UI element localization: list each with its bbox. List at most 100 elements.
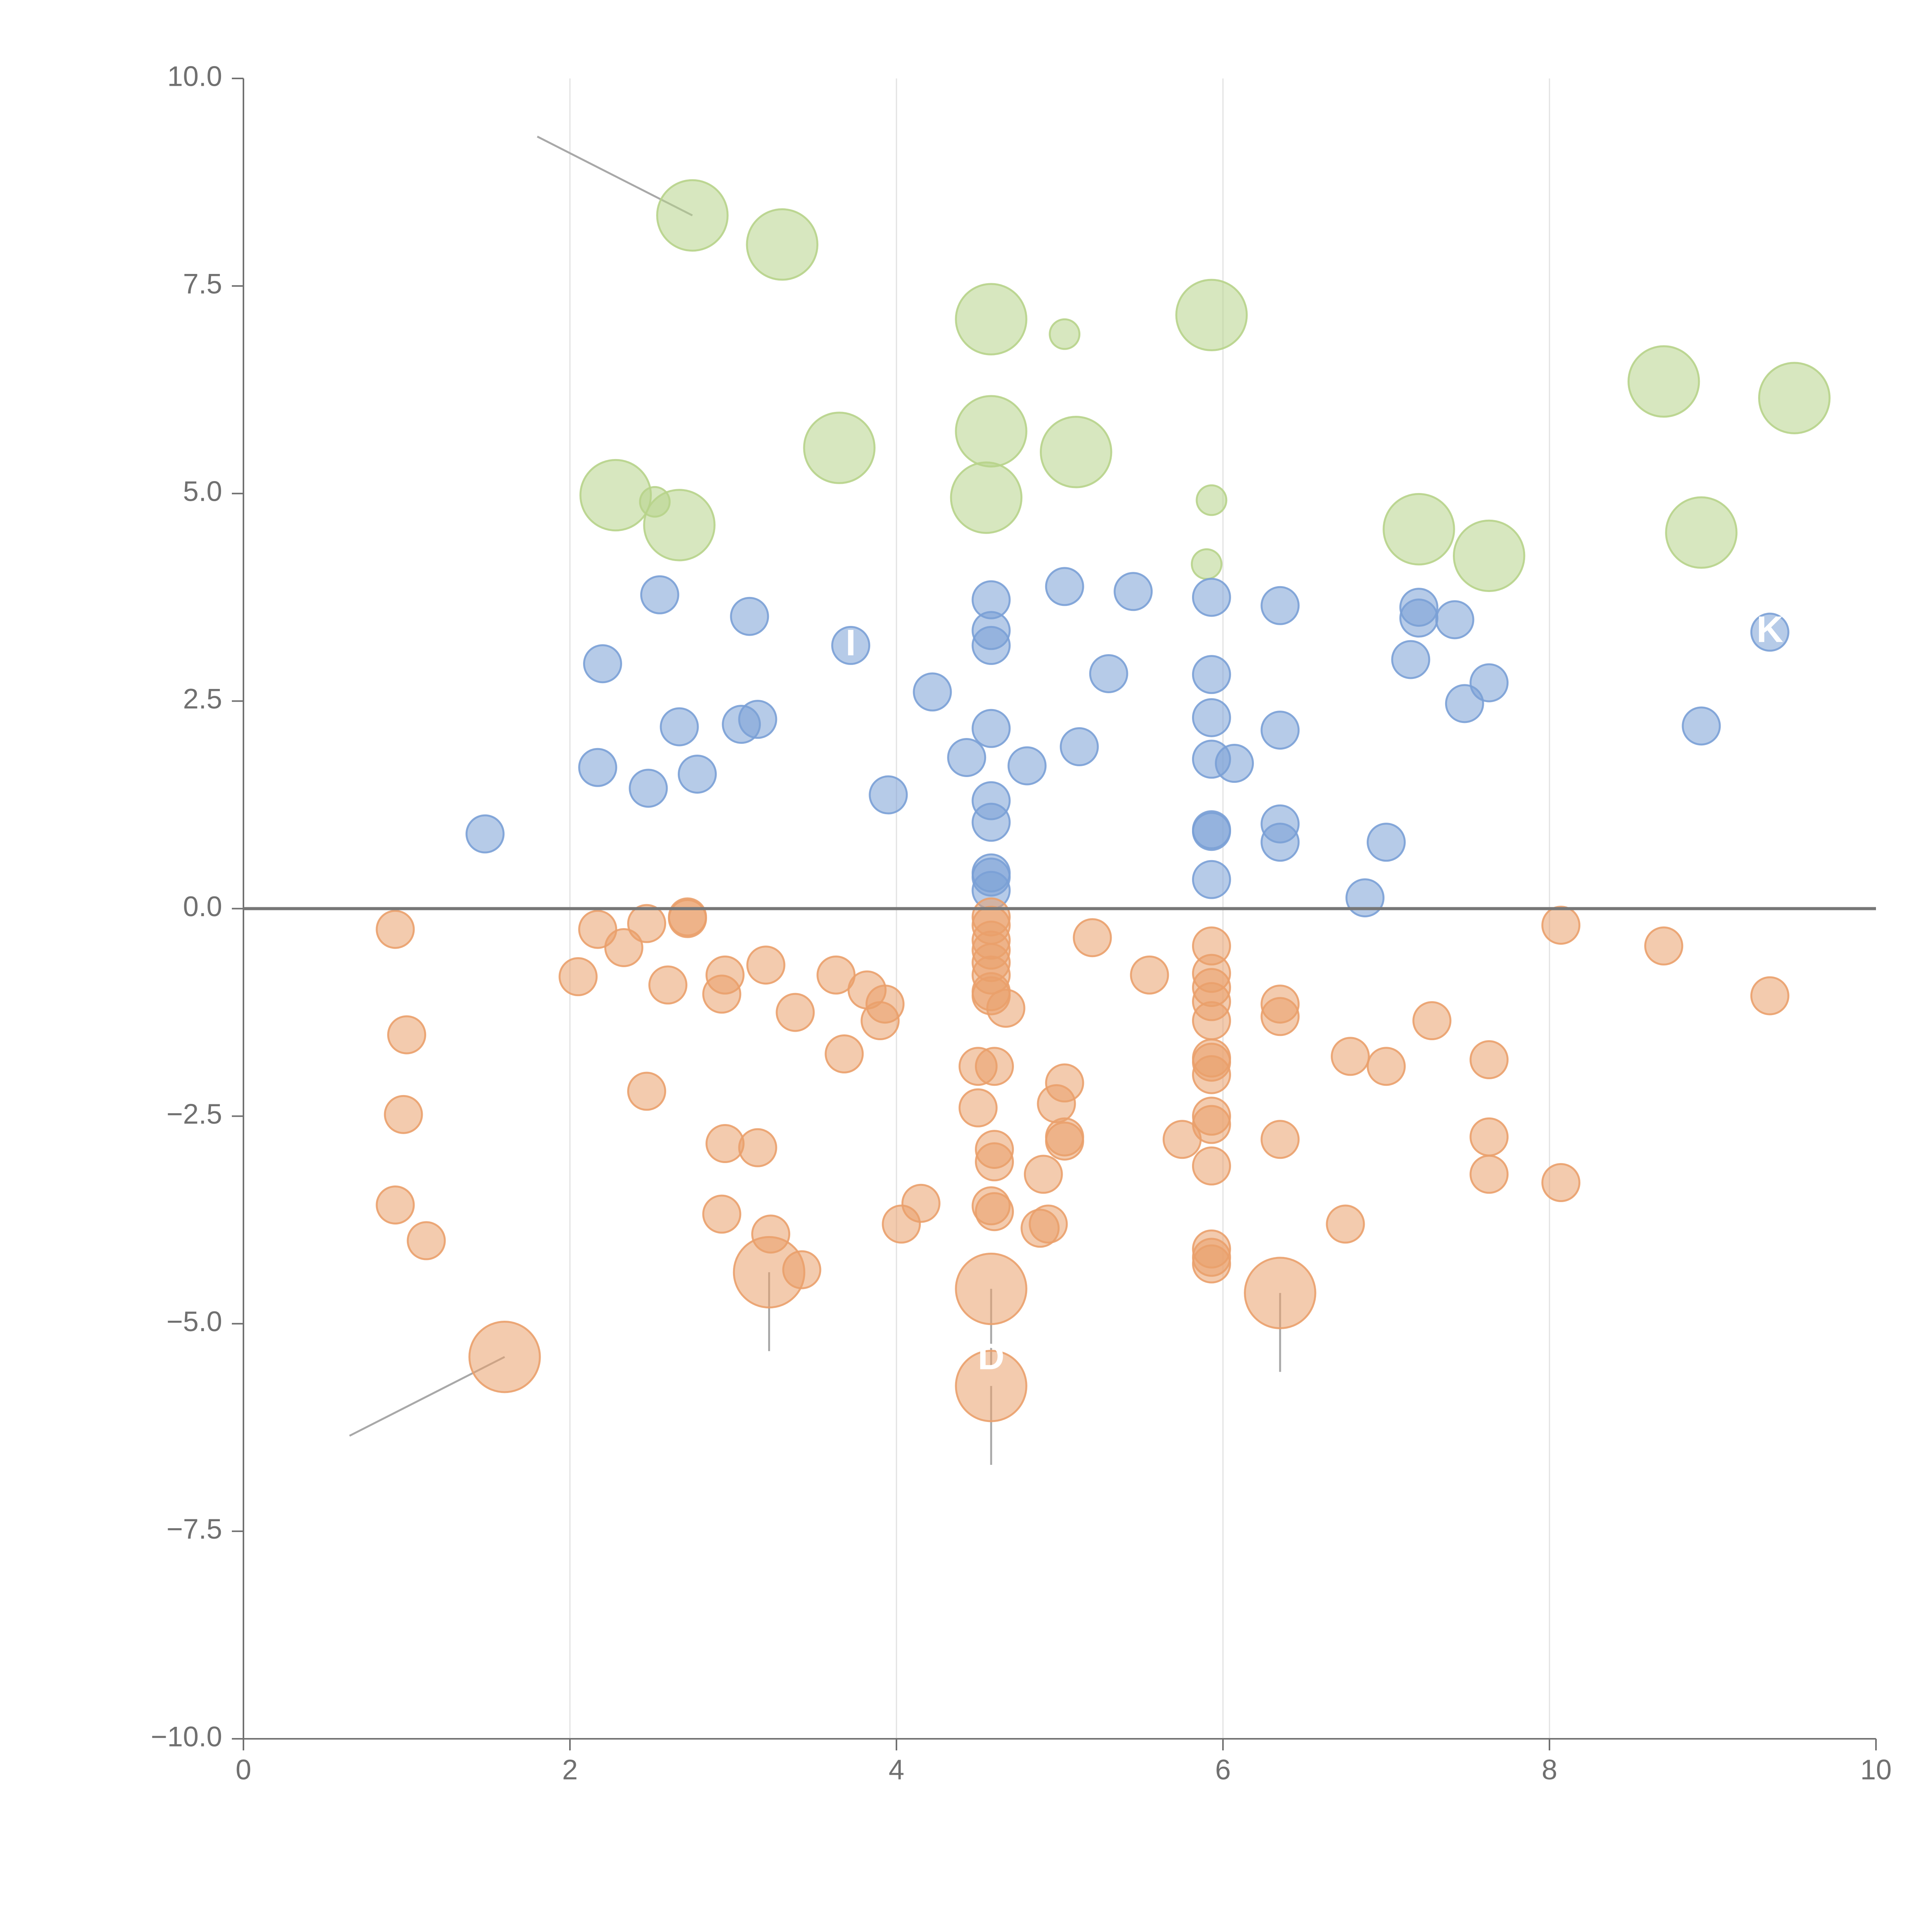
data-point	[1037, 1084, 1076, 1123]
y-tick-label: −7.5	[167, 1514, 222, 1545]
data-point	[468, 1320, 541, 1393]
data-point	[1435, 600, 1475, 639]
data-point	[640, 575, 679, 614]
data-point	[558, 957, 598, 997]
data-point	[1192, 1055, 1231, 1094]
data-point	[660, 707, 699, 747]
data-point	[913, 672, 952, 712]
data-point	[1260, 823, 1300, 862]
data-point	[1644, 926, 1684, 966]
data-point	[1383, 493, 1455, 566]
data-point	[971, 709, 1011, 748]
y-tick-label: −5.0	[167, 1306, 222, 1337]
data-point	[1469, 663, 1509, 702]
data-point	[579, 459, 652, 532]
data-point	[627, 1071, 667, 1111]
data-point	[1367, 823, 1406, 862]
x-tick-label: 0	[236, 1754, 252, 1786]
data-point	[947, 738, 986, 777]
data-point	[1452, 519, 1526, 592]
data-point	[1190, 548, 1223, 580]
data-point	[604, 928, 643, 967]
data-point	[831, 626, 871, 665]
data-point	[1196, 484, 1228, 516]
data-point	[869, 775, 908, 815]
data-point	[1045, 567, 1084, 606]
data-point	[825, 1034, 864, 1073]
data-point	[1665, 496, 1738, 569]
data-point	[384, 1095, 423, 1134]
x-tick-label: 10	[1860, 1754, 1891, 1786]
data-point	[1192, 860, 1231, 899]
data-point	[1049, 318, 1081, 350]
data-point	[1367, 1047, 1406, 1086]
data-point	[1192, 1105, 1231, 1144]
data-point	[1260, 997, 1300, 1036]
data-point	[975, 1192, 1014, 1231]
data-point	[958, 1088, 998, 1128]
data-point	[406, 1221, 446, 1260]
data-point	[1192, 812, 1231, 851]
data-point	[738, 1128, 777, 1167]
data-point	[955, 1350, 1027, 1422]
point-annotation: I	[845, 622, 856, 663]
x-tick-label: 6	[1215, 1754, 1231, 1786]
point-annotation: -	[1739, 366, 1752, 408]
y-tick-label: 10.0	[167, 61, 222, 92]
y-tick-label: 7.5	[183, 268, 222, 299]
data-point	[1260, 711, 1300, 750]
data-point	[950, 461, 1023, 534]
data-point	[1628, 345, 1700, 418]
data-point	[975, 1047, 1014, 1086]
data-point	[1073, 918, 1112, 957]
data-point	[1331, 1037, 1370, 1076]
data-point	[1469, 1040, 1509, 1080]
data-point	[465, 814, 505, 854]
data-point	[578, 748, 617, 787]
data-point	[1192, 1146, 1231, 1186]
annotation-layer: K I D -	[845, 366, 1783, 1377]
data-point	[583, 644, 622, 684]
data-point	[1029, 1204, 1068, 1244]
data-point	[387, 1015, 426, 1054]
data-point	[746, 208, 818, 281]
data-point	[1541, 1163, 1581, 1202]
data-point	[971, 803, 1011, 842]
data-point	[1024, 1155, 1063, 1194]
data-point	[901, 1184, 940, 1223]
data-point	[1469, 1155, 1509, 1194]
data-point	[986, 988, 1026, 1028]
data-point	[1192, 698, 1231, 737]
data-point	[648, 965, 687, 1005]
data-point	[1391, 640, 1430, 679]
data-points	[376, 179, 1831, 1422]
data-point	[668, 897, 707, 937]
data-point	[776, 993, 815, 1032]
data-point	[1007, 746, 1047, 786]
data-point	[1045, 1121, 1084, 1161]
point-annotation: D	[978, 1336, 1004, 1377]
data-point	[1326, 1204, 1365, 1244]
y-tick-label: −10.0	[151, 1721, 222, 1752]
data-point	[955, 283, 1027, 355]
data-point	[1260, 1120, 1300, 1159]
data-point	[1089, 654, 1128, 693]
data-point	[955, 1252, 1027, 1325]
data-point	[1192, 655, 1231, 694]
data-point	[1192, 1001, 1231, 1041]
data-point	[1192, 578, 1231, 617]
data-point	[1750, 612, 1789, 652]
data-point	[733, 1236, 806, 1309]
data-point	[730, 597, 769, 636]
data-point	[629, 769, 668, 808]
data-point	[861, 1001, 900, 1041]
data-point	[1750, 976, 1789, 1015]
data-point	[971, 626, 1011, 665]
point-annotation: K	[1757, 609, 1783, 650]
data-point	[1130, 955, 1169, 995]
data-point	[643, 489, 716, 561]
data-point	[1260, 586, 1300, 625]
data-point	[803, 412, 876, 484]
data-point	[1040, 416, 1112, 488]
